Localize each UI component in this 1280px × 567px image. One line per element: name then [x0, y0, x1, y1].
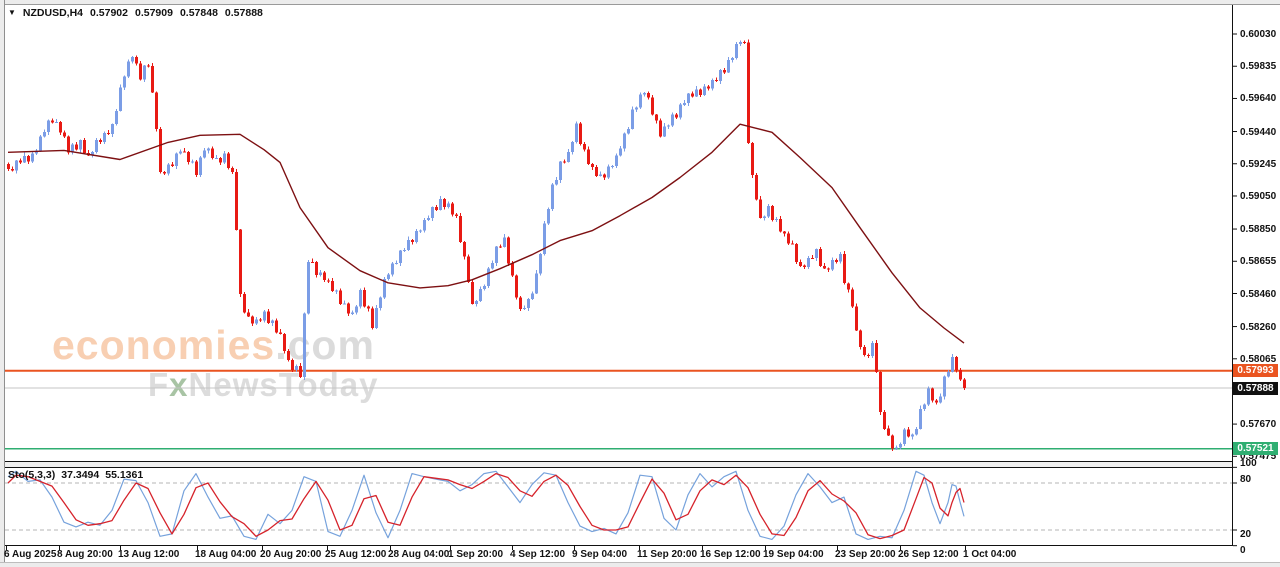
time-tick-label: 18 Aug 04:00 [195, 549, 257, 560]
price-tick-label: 0.57670 [1240, 419, 1277, 431]
watermark-tagline-f: F [148, 366, 170, 403]
stoch-tick-label: 80 [1240, 474, 1252, 485]
ohlc-close-value: 0.57888 [224, 7, 263, 19]
candlestick-series [7, 39, 966, 451]
ohlc-high-value: 0.57909 [134, 7, 173, 19]
price-tick-label: 0.60030 [1240, 29, 1277, 40]
price-tick-label: 0.57475 [1240, 451, 1277, 463]
price-tick-label: 0.58655 [1240, 256, 1277, 268]
price-badge-resistance: 0.57993 [1233, 364, 1278, 378]
time-tick-label: 20 Aug 20:00 [260, 549, 322, 560]
window-bottom-edge [0, 562, 1280, 567]
stoch-tick-label: 100 [1240, 458, 1257, 470]
price-tick-label: 0.58850 [1240, 224, 1277, 236]
stoch-tick-label: 20 [1240, 529, 1252, 540]
time-tick-label: 16 Sep 12:00 [700, 549, 761, 560]
time-tick-label: 23 Sep 20:00 [835, 549, 896, 560]
symbol-timeframe-label: NZDUSD,H4 [22, 7, 84, 19]
watermark-tagline: FxNewsToday [148, 366, 378, 404]
stochastic-name-label: Sto(5,3,3) [8, 469, 56, 481]
symbol-dropdown-icon[interactable]: ▼ [8, 7, 16, 17]
stochastic-d-value: 55.1361 [105, 469, 144, 481]
stochastic-k-value: 37.3494 [61, 469, 100, 481]
time-tick-label: 28 Aug 04:00 [388, 549, 450, 560]
price-badge-support: 0.57521 [1233, 442, 1278, 456]
ohlc-open-value: 0.57902 [90, 7, 128, 19]
stoch-tick-label: 0 [1240, 544, 1246, 556]
watermark-brand-main: economies [52, 322, 276, 368]
time-tick-label: 13 Aug 12:00 [118, 549, 180, 560]
stochastic-d-line [7, 472, 965, 540]
time-tick-label: 11 Sep 20:00 [637, 549, 698, 560]
time-tick-label: 19 Sep 04:00 [763, 549, 824, 560]
watermark-tagline-x: x [169, 366, 189, 403]
price-badge-current-price: 0.57888 [1233, 381, 1278, 395]
price-tick-label: 0.59050 [1240, 190, 1277, 202]
price-tick-label: 0.58065 [1240, 353, 1277, 365]
time-tick-label: 1 Sep 20:00 [448, 549, 504, 560]
ohlc-header: ▼ NZDUSD,H4 0.57902 0.57909 0.57848 0.57… [8, 7, 263, 19]
watermark-brand: economies.com [52, 322, 375, 369]
price-tick-label: 0.59835 [1240, 61, 1277, 73]
window-left-edge [0, 0, 5, 567]
price-tick-label: 0.58460 [1240, 288, 1277, 300]
price-tick-label: 0.58260 [1240, 321, 1277, 333]
pane-splitter[interactable] [5, 462, 1232, 467]
ohlc-low-value: 0.57848 [179, 7, 218, 19]
price-tick-label: 0.59245 [1240, 158, 1277, 170]
window-top-edge [0, 0, 1280, 5]
time-tick-label: 9 Sep 04:00 [572, 549, 628, 560]
stochastic-header: Sto(5,3,3) 37.3494 55.1361 [8, 469, 143, 481]
price-tick-label: 0.59440 [1240, 126, 1277, 138]
time-tick-label: 26 Sep 12:00 [898, 549, 959, 560]
time-tick-label: 8 Aug 20:00 [57, 549, 113, 560]
time-tick-label: 25 Aug 12:00 [325, 549, 387, 560]
time-tick-label: 1 Oct 04:00 [963, 549, 1017, 560]
time-tick-label: 4 Sep 12:00 [510, 549, 566, 560]
watermark-tagline-rest: NewsToday [188, 366, 379, 403]
moving-average-line[interactable] [7, 123, 965, 344]
time-tick-label: 6 Aug 2025 [4, 549, 57, 560]
price-tick-label: 0.59640 [1240, 93, 1277, 105]
